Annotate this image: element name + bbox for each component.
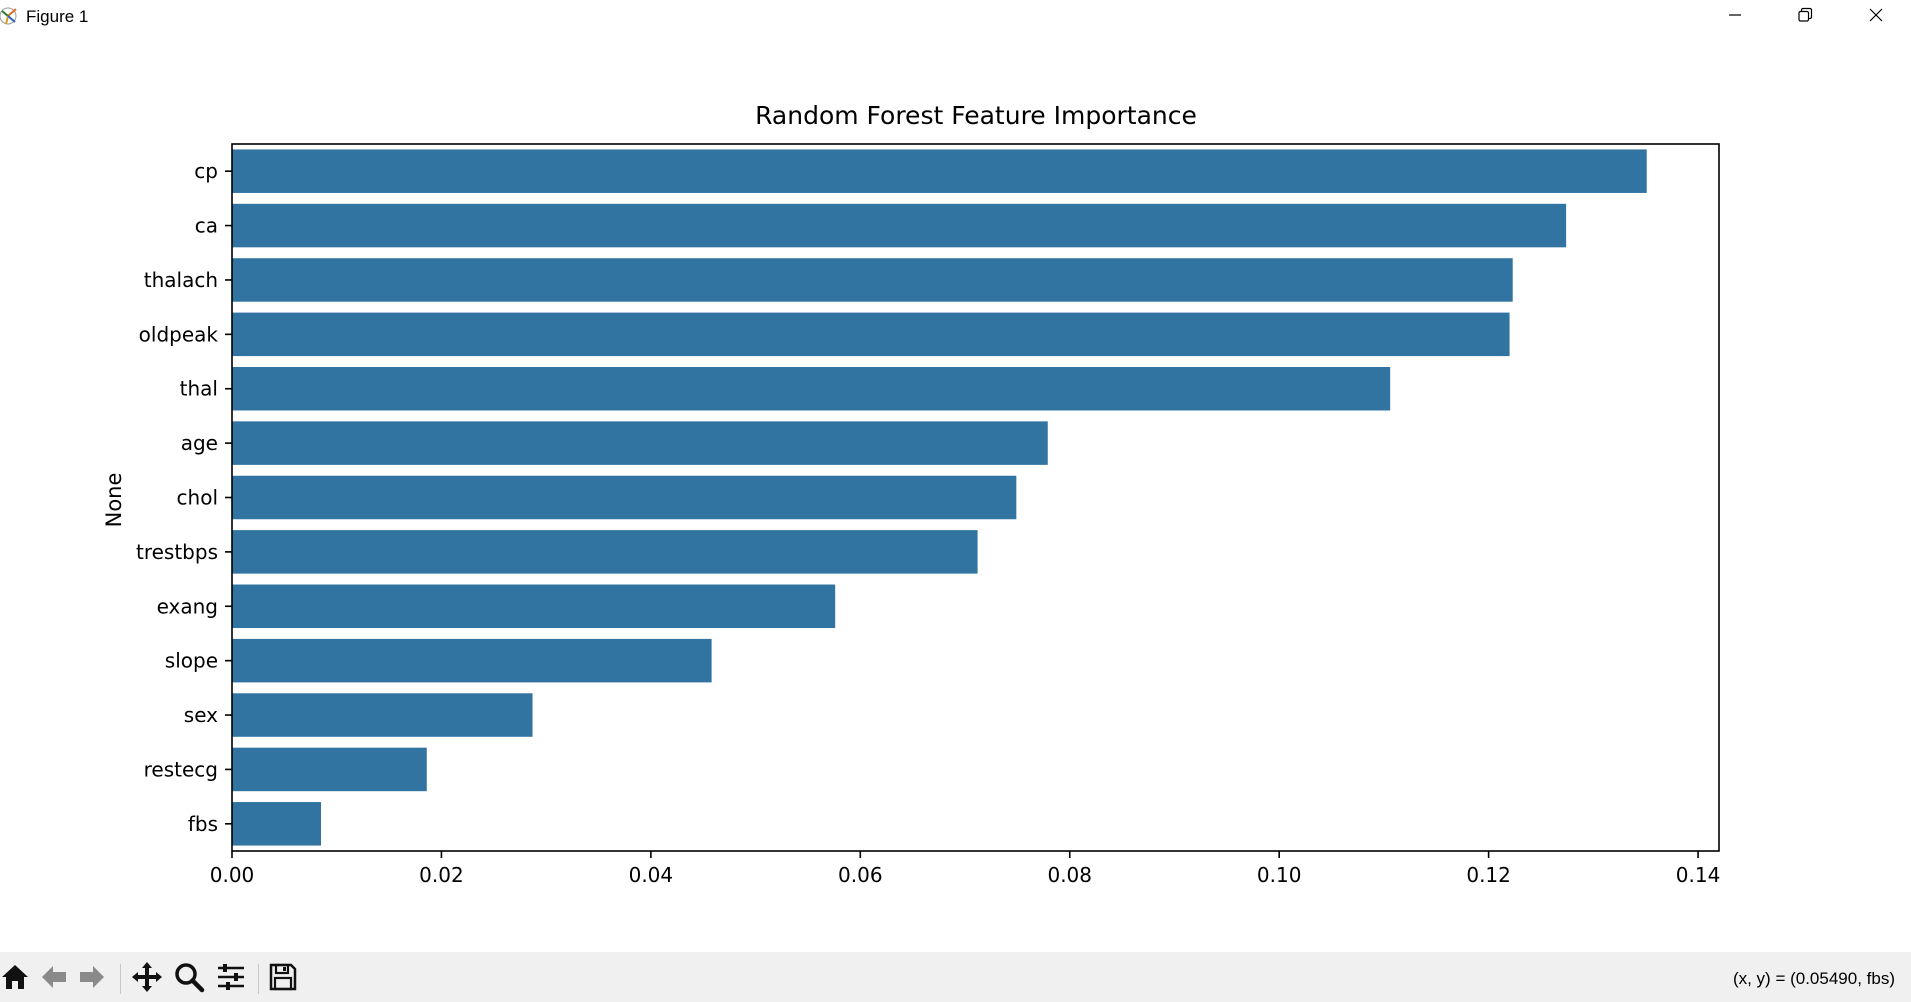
toolbar-separator <box>258 964 259 994</box>
y-tick-label: ca <box>195 214 218 238</box>
pan-button[interactable] <box>130 962 164 996</box>
plot-frame <box>231 143 1720 852</box>
pan-icon <box>131 961 163 997</box>
bar-chart: Random Forest Feature Importance None cp… <box>102 101 1721 887</box>
y-tick-label: slope <box>165 649 218 673</box>
x-tick-label: 0.04 <box>629 863 674 887</box>
bar-ca <box>232 203 1567 248</box>
cursor-coordinates: (x, y) = (0.05490, fbs) <box>1732 969 1895 988</box>
save-icon <box>268 962 298 996</box>
x-tick-label: 0.12 <box>1466 863 1511 887</box>
home-button[interactable] <box>0 962 32 996</box>
zoom-icon <box>173 961 205 997</box>
y-tick-label: cp <box>194 159 218 183</box>
forward-button[interactable] <box>75 962 109 996</box>
matplotlib-logo-icon <box>0 5 22 27</box>
bar-exang <box>232 584 836 629</box>
bar-slope <box>232 638 712 683</box>
restore-button[interactable] <box>1770 0 1840 34</box>
y-tick-label: sex <box>184 703 218 727</box>
x-tick-label: 0.02 <box>419 863 464 887</box>
bar-age <box>232 421 1048 465</box>
bar-chol <box>232 475 1017 520</box>
toolbar-separator <box>120 964 121 994</box>
y-tick-label: age <box>181 431 218 455</box>
y-tick-label: oldpeak <box>139 322 219 346</box>
title-bar: Figure 1 <box>0 0 1911 34</box>
navigation-toolbar: (x, y) = (0.05490, fbs) <box>0 952 1911 1002</box>
x-ticks-group: 0.00 0.02 0.04 0.06 0.08 0.10 0.12 0.14 <box>210 851 1721 887</box>
bar-restecg <box>232 747 427 792</box>
y-axis-label: None <box>102 473 126 528</box>
save-button[interactable] <box>266 962 300 996</box>
forward-arrow-icon <box>77 962 107 996</box>
bar-fbs <box>232 802 322 846</box>
bar-cp <box>232 149 1647 193</box>
close-icon <box>1868 7 1884 27</box>
y-tick-label: chol <box>177 486 218 510</box>
y-tick-label: thal <box>180 377 218 401</box>
x-tick-label: 0.00 <box>210 863 255 887</box>
bar-trestbps <box>232 530 978 574</box>
configure-subplots-icon <box>215 961 247 997</box>
bar-sex <box>232 693 533 737</box>
close-button[interactable] <box>1841 0 1911 34</box>
configure-subplots-button[interactable] <box>214 962 248 996</box>
y-tick-label: fbs <box>188 812 218 836</box>
x-tick-label: 0.08 <box>1047 863 1092 887</box>
y-tick-label: thalach <box>144 268 218 292</box>
back-button[interactable] <box>37 962 71 996</box>
figure-canvas[interactable]: Random Forest Feature Importance None cp… <box>0 34 1911 952</box>
window-title: Figure 1 <box>26 7 89 26</box>
bar-thalach <box>232 258 1513 302</box>
restore-icon <box>1797 7 1813 27</box>
minimize-icon <box>1727 7 1743 27</box>
back-arrow-icon <box>39 962 69 996</box>
bar-oldpeak <box>232 312 1510 357</box>
zoom-button[interactable] <box>172 962 206 996</box>
x-tick-label: 0.10 <box>1257 863 1302 887</box>
x-tick-label: 0.06 <box>838 863 883 887</box>
chart-title: Random Forest Feature Importance <box>755 101 1197 130</box>
y-tick-label: exang <box>157 594 218 618</box>
home-icon <box>0 962 30 996</box>
y-tick-label: trestbps <box>136 540 218 564</box>
minimize-button[interactable] <box>1700 0 1770 34</box>
y-tick-label: restecg <box>144 757 218 781</box>
bars-group <box>232 149 1647 846</box>
x-tick-label: 0.14 <box>1676 863 1721 887</box>
bar-thal <box>232 366 1391 411</box>
y-ticks-group: cp ca thalach oldpeak thal age chol trestbps exa… <box>136 159 232 836</box>
